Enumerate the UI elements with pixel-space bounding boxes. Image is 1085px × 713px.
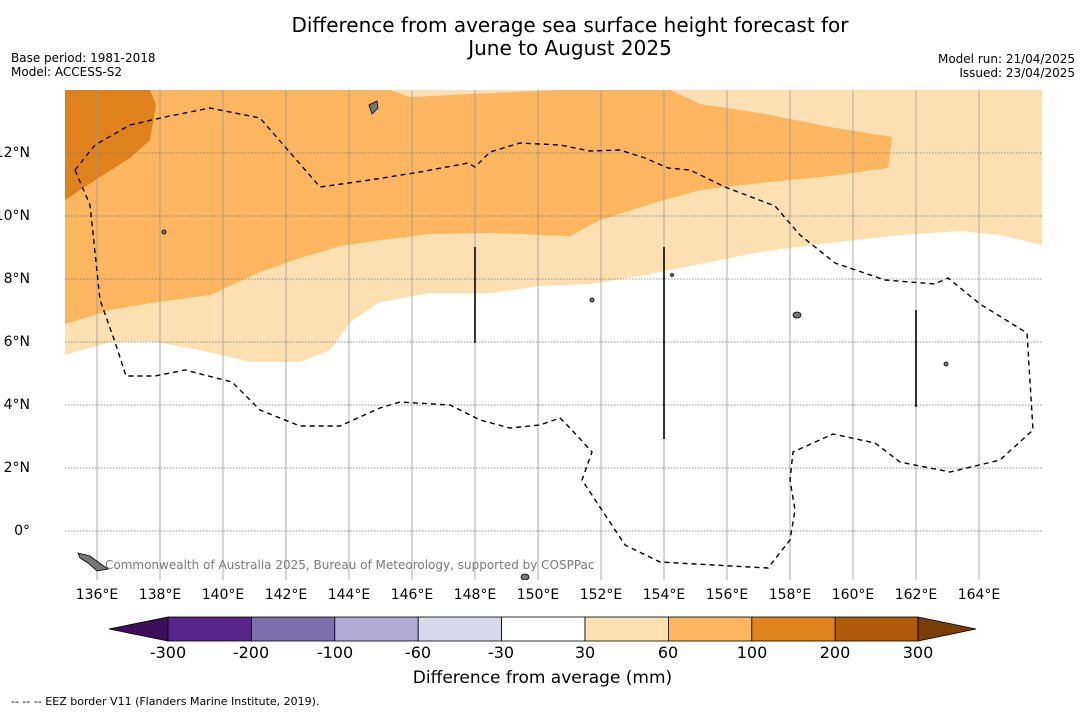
colorbar-label: -30 [487,643,515,662]
map-plot-area [65,90,1042,580]
y-tick: 8°N [3,271,30,287]
x-tick: 164°E [957,587,1001,603]
x-tick: 140°E [201,587,245,603]
y-tick: 0° [14,523,30,539]
meta-right: Model run: 21/04/2025 Issued: 23/04/2025 [938,52,1075,80]
y-tick: 6°N [3,334,30,350]
map-title: Difference from average sea surface heig… [0,14,1085,60]
colorbar-label: 300 [902,643,934,662]
y-tick: 4°N [3,397,30,413]
title-line-1: Difference from average sea surface heig… [291,13,849,37]
copyright-text: Commonwealth of Australia 2025, Bureau o… [105,558,595,572]
x-tick: 148°E [453,587,497,603]
colorbar-label: 30 [574,643,596,662]
band-60-100 [65,90,892,324]
islands [77,100,949,580]
colorbar-label: -300 [149,643,187,662]
x-tick: 136°E [75,587,119,603]
eez-footnote: -- -- -- EEZ border V11 (Flanders Marine… [11,695,320,708]
x-tick: 138°E [138,587,182,603]
band-100-200 [65,90,156,200]
meta-left: Base period: 1981-2018 Model: ACCESS-S2 [11,51,156,79]
x-tick: 146°E [390,587,434,603]
x-tick: 160°E [831,587,875,603]
y-tick: 12°N [0,145,30,161]
colorbar [108,616,977,642]
title-line-2: June to August 2025 [468,36,672,60]
base-period: Base period: 1981-2018 [11,51,156,65]
x-tick: 142°E [264,587,308,603]
y-tick: 10°N [0,208,30,224]
y-tick: 2°N [3,460,30,476]
eez-border [74,107,1034,569]
x-tick: 154°E [642,587,686,603]
colorbar-label: 200 [819,643,851,662]
colorbar-label: -100 [316,643,354,662]
colorbar-label: -60 [404,643,432,662]
x-tick: 158°E [768,587,812,603]
model-name: Model: ACCESS-S2 [11,65,123,79]
colorbar-label: -200 [232,643,270,662]
x-tick: 144°E [327,587,371,603]
colorbar-label: 100 [736,643,768,662]
colorbar-title: Difference from average (mm) [412,668,673,688]
x-tick: 152°E [579,587,623,603]
issued-date: Issued: 23/04/2025 [959,66,1075,80]
x-tick: 162°E [894,587,938,603]
x-tick: 156°E [705,587,749,603]
model-run: Model run: 21/04/2025 [937,52,1075,66]
x-tick: 150°E [516,587,560,603]
graticule-lat [65,152,1042,532]
colorbar-label: 60 [657,643,679,662]
boundary-lines [474,247,917,439]
